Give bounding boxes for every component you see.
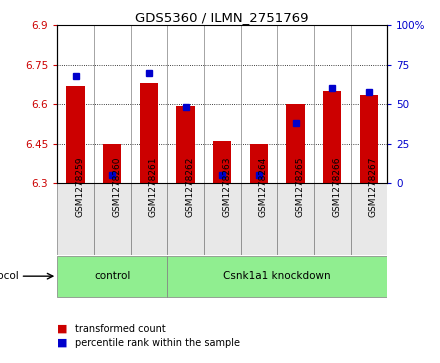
Bar	[241, 183, 277, 255]
Bar	[286, 104, 305, 183]
Text: GSM1278259: GSM1278259	[76, 156, 84, 217]
Text: GSM1278265: GSM1278265	[296, 156, 304, 217]
Bar	[167, 183, 204, 255]
Bar	[140, 83, 158, 183]
Text: transformed count: transformed count	[75, 323, 165, 334]
Bar	[66, 86, 85, 183]
Title: GDS5360 / ILMN_2751769: GDS5360 / ILMN_2751769	[136, 11, 309, 24]
Bar	[131, 183, 167, 255]
Text: GSM1278267: GSM1278267	[369, 156, 378, 217]
Text: ■: ■	[57, 323, 68, 334]
Bar	[277, 183, 314, 255]
Text: GSM1278264: GSM1278264	[259, 156, 268, 217]
Text: Csnk1a1 knockdown: Csnk1a1 knockdown	[224, 271, 331, 281]
Text: ■: ■	[57, 338, 68, 348]
Bar	[94, 183, 131, 255]
Text: GSM1278260: GSM1278260	[112, 156, 121, 217]
Bar	[176, 106, 194, 183]
Bar	[103, 144, 121, 183]
Text: GSM1278261: GSM1278261	[149, 156, 158, 217]
Bar	[314, 183, 351, 255]
Bar	[57, 183, 94, 255]
Bar	[204, 183, 241, 255]
Bar	[167, 256, 387, 297]
Text: control: control	[94, 271, 130, 281]
Text: GSM1278262: GSM1278262	[186, 156, 194, 217]
Bar	[351, 183, 387, 255]
Text: GSM1278263: GSM1278263	[222, 156, 231, 217]
Text: percentile rank within the sample: percentile rank within the sample	[75, 338, 240, 348]
Bar	[250, 144, 268, 183]
Bar	[360, 95, 378, 183]
Text: protocol: protocol	[0, 271, 18, 281]
Bar	[213, 141, 231, 183]
Bar	[323, 91, 341, 183]
Text: GSM1278266: GSM1278266	[332, 156, 341, 217]
Bar	[57, 256, 167, 297]
